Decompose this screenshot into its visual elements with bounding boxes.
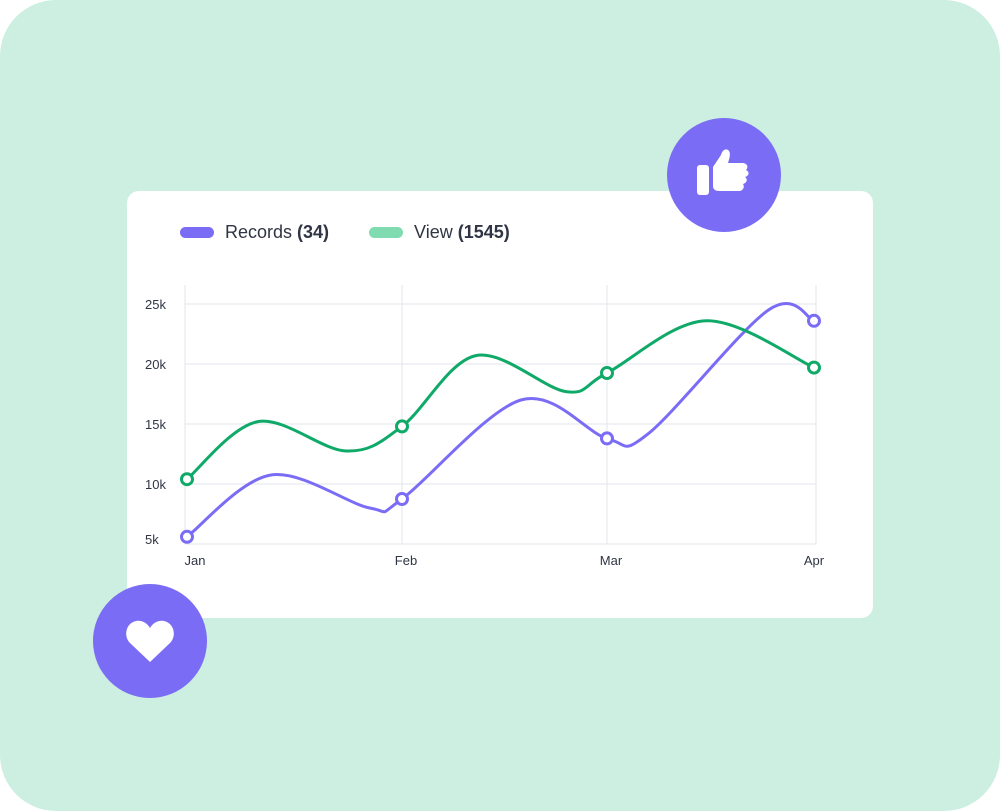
data-point-records (600, 431, 614, 446)
x-tick-label: Apr (804, 553, 825, 568)
y-tick-label: 10k (145, 477, 166, 492)
series-line-records (185, 302, 816, 539)
data-point-view (180, 472, 194, 487)
view-swatch (369, 227, 404, 238)
legend-item-view[interactable]: View (1545) (369, 222, 510, 243)
x-tick-label: Feb (395, 553, 417, 568)
data-point-records (395, 492, 409, 506)
data-point-view (395, 419, 409, 434)
legend: Records (34) View (1545) (180, 222, 550, 243)
legend-count: (1545) (457, 222, 510, 242)
heart-icon (126, 620, 174, 662)
legend-label: View (414, 222, 453, 242)
chart-card (127, 191, 873, 618)
data-point-records (807, 313, 821, 328)
thumbs-up-icon (697, 149, 749, 195)
y-tick-label: 20k (145, 357, 166, 372)
series-line-view (185, 319, 816, 481)
like-badge[interactable] (667, 118, 781, 232)
data-point-records (180, 529, 194, 544)
data-point-view (807, 360, 821, 375)
x-tick-label: Mar (600, 553, 623, 568)
x-tick-label: Jan (185, 553, 206, 568)
y-tick-label: 15k (145, 417, 166, 432)
legend-count: (34) (297, 222, 330, 242)
legend-item-records[interactable]: Records (34) (180, 222, 329, 243)
records-swatch (180, 227, 214, 238)
y-tick-label: 25k (145, 297, 166, 312)
legend-label: Records (225, 222, 293, 242)
data-point-view (600, 366, 614, 380)
y-tick-label: 5k (145, 532, 159, 547)
favorite-badge[interactable] (93, 584, 207, 698)
